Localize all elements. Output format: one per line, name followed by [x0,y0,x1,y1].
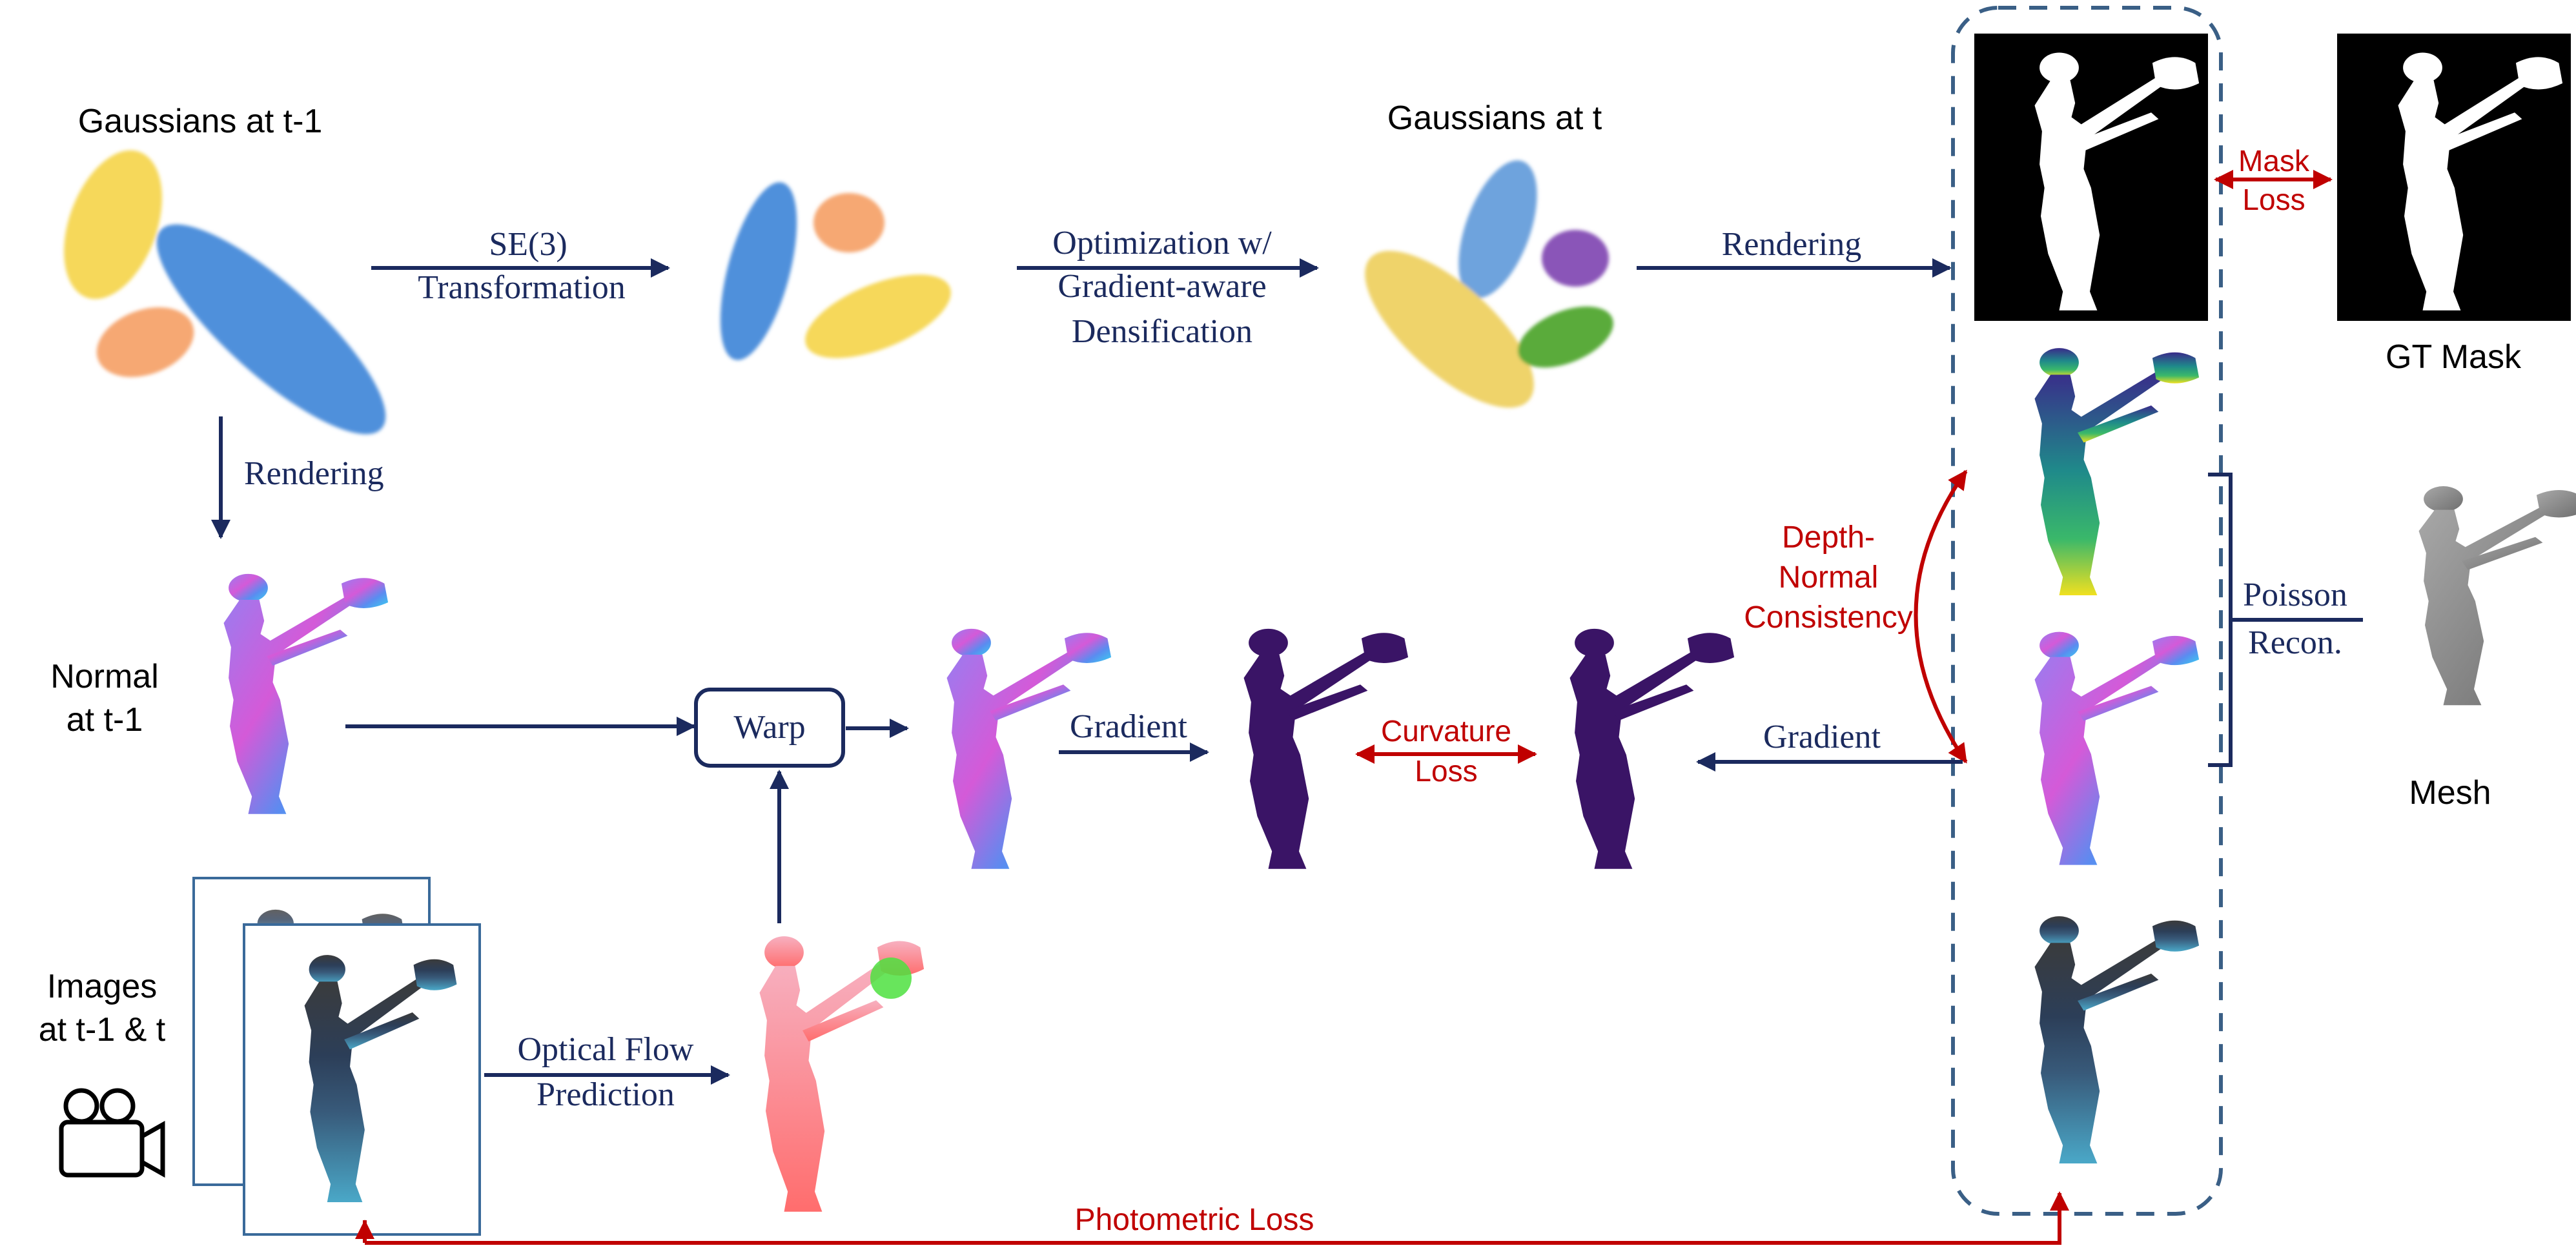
gt-mask-label: GT Mask [2386,338,2522,376]
video-camera-icon [59,1088,165,1178]
rendered-normal-image [2034,631,2200,865]
mesh-label: Mesh [2409,774,2491,812]
se3-label-line1: SE(3) [489,226,567,263]
curvature-loss-line1: Curvature [1381,714,1511,748]
curvature-loss-line2: Loss [1415,754,1477,788]
optimization-label-line3: Densification [1072,313,1252,350]
rendering-down-label: Rendering [244,455,384,492]
warped-normal-image [946,628,1112,869]
images-label-line2: at t-1 & t [39,1011,166,1049]
normal-prev-image [223,573,389,814]
poisson-label-line1: Poisson [2243,577,2347,613]
rendered-rgb-image [2034,916,2200,1163]
normal-label-line1: Normal [50,658,159,695]
mesh-image [2418,486,2576,706]
rendering-top-label: Rendering [1722,226,1862,263]
images-label-line1: Images [47,968,158,1005]
rendered-depth-image [2034,348,2200,595]
optimization-label-line1: Optimization w/ [1052,225,1272,261]
gaussians-prev-illustration [64,150,386,435]
optimization-label-line2: Gradient-aware [1058,268,1266,305]
rendered-gradient-image [1569,628,1735,869]
photometric-loss-label: Photometric Loss [1075,1203,1314,1237]
normal-label-line2: at t-1 [66,701,143,739]
optical-flow-highlight [870,957,912,999]
optical-flow-label-line1: Optical Flow [518,1031,694,1068]
warp-box [694,688,845,768]
mask-loss-line2: Loss [2242,183,2305,216]
mask-loss-line1: Mask [2238,144,2310,178]
depth-normal-consistency-arc [1914,469,1968,764]
warp-label: Warp [733,709,805,746]
depth-normal-line3: Consistency [1744,600,1912,635]
warped-gradient-image [1243,628,1409,869]
depth-normal-line1: Depth- [1782,520,1875,555]
gradient-right-label: Gradient [1763,719,1881,755]
poisson-label-line2: Recon. [2248,624,2342,661]
gaussians-prev-label: Gaussians at t-1 [78,103,323,140]
gaussians-transformed-illustration [720,182,951,360]
gaussians-curr-label: Gaussians at t [1387,99,1602,137]
gaussians-curr-illustration [1365,160,1613,408]
depth-normal-line2: Normal [1779,560,1879,595]
se3-label-line2: Transformation [418,269,626,306]
optical-flow-label-line2: Prediction [537,1076,675,1113]
gradient-left-label: Gradient [1070,708,1187,745]
